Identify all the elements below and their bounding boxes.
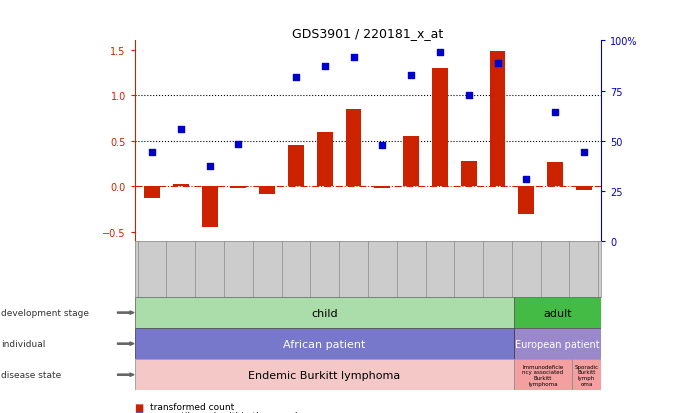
Bar [513, 328, 601, 359]
Point [319, 64, 330, 70]
Text: Sporadic
Burkitt
lymph
oma: Sporadic Burkitt lymph oma [574, 363, 598, 386]
Text: adult: adult [543, 308, 571, 318]
Text: individual: individual [1, 339, 45, 348]
Text: Endemic Burkitt lymphoma: Endemic Burkitt lymphoma [248, 370, 400, 380]
Point [290, 74, 301, 81]
Text: disease state: disease state [1, 370, 61, 379]
Bar [231, 187, 246, 189]
Point [492, 61, 503, 67]
Text: development stage: development stage [1, 309, 88, 317]
Point [233, 141, 244, 147]
Text: African patient: African patient [283, 339, 366, 349]
Point [406, 73, 417, 79]
Text: Immunodeficie
ncy associated
Burkitt
lymphoma: Immunodeficie ncy associated Burkitt lym… [522, 363, 563, 386]
Bar [404, 137, 419, 187]
Point [176, 126, 187, 133]
Text: ■: ■ [135, 402, 147, 412]
Point [435, 50, 446, 57]
Bar [576, 187, 591, 191]
Point [348, 55, 359, 61]
Text: European patient: European patient [515, 339, 600, 349]
Point [204, 164, 215, 170]
Bar [461, 161, 477, 187]
Point [521, 176, 532, 183]
Bar [317, 132, 332, 187]
Bar [490, 52, 505, 187]
Point [463, 93, 474, 99]
Point [549, 109, 560, 116]
Bar [135, 328, 513, 359]
Title: GDS3901 / 220181_x_at: GDS3901 / 220181_x_at [292, 27, 444, 40]
Bar [547, 162, 563, 187]
Text: child: child [311, 308, 337, 318]
Bar [173, 184, 189, 187]
Point [377, 143, 388, 150]
Bar [135, 359, 513, 390]
Bar [432, 69, 448, 187]
Bar [259, 187, 275, 194]
Point [146, 149, 158, 156]
Bar [135, 297, 513, 328]
Text: transformed count: transformed count [150, 402, 234, 411]
Bar [513, 359, 572, 390]
Bar [513, 297, 601, 328]
Text: ■: ■ [135, 410, 147, 413]
Bar [572, 359, 601, 390]
Bar [144, 187, 160, 199]
Bar [288, 146, 304, 187]
Bar [518, 187, 534, 214]
Bar [346, 109, 361, 187]
Text: percentile rank within the sample: percentile rank within the sample [150, 411, 303, 413]
Bar [202, 187, 218, 228]
Point [578, 149, 589, 156]
Bar [375, 187, 390, 189]
